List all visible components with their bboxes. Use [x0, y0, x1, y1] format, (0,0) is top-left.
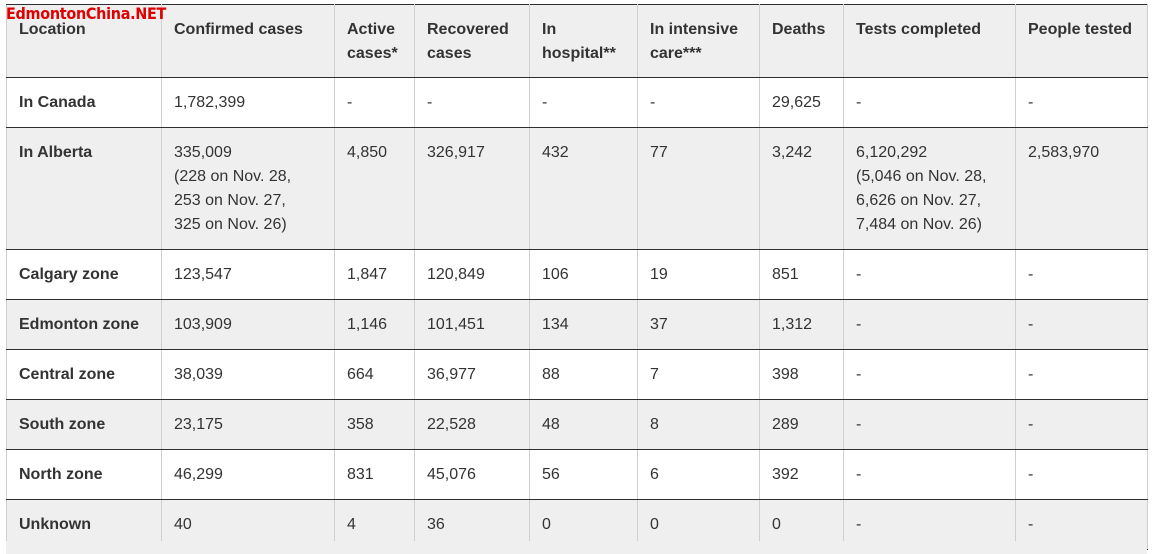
table-cell: - [843, 299, 1016, 350]
table-cell: 7 [637, 349, 760, 400]
table-cell: 103,909 [161, 299, 335, 350]
table-cell: 831 [334, 449, 415, 500]
table-cell: - [843, 399, 1016, 450]
site-watermark: EdmontonChina.NET [6, 4, 167, 23]
table-cell: 56 [529, 449, 638, 500]
table-row-south-zone: South zone 23,175 358 22,528 48 8 289- - [6, 399, 1148, 450]
table-cell: - [1015, 299, 1148, 350]
table-cell: 101,451 [414, 299, 530, 350]
table-cell: 48 [529, 399, 638, 450]
table-cell: 88 [529, 349, 638, 400]
row-label: Central zone [6, 349, 162, 400]
table-cell: 8 [637, 399, 760, 450]
table-cell: 29,625 [759, 77, 844, 128]
table-cell: - [529, 77, 638, 128]
table-cell: 1,782,399 [161, 77, 335, 128]
table-cell: - [1015, 399, 1148, 450]
table-cell: 22,528 [414, 399, 530, 450]
column-header: Deaths [759, 4, 844, 78]
table-cell: 23,175 [161, 399, 335, 450]
table-cell: 358 [334, 399, 415, 450]
table-cell: 123,547 [161, 249, 335, 300]
column-header: Location [6, 4, 162, 78]
table-cell: - [637, 77, 760, 128]
header-row: Location Confirmed cases Active cases* Reco… [6, 4, 1148, 78]
table-cell: - [843, 349, 1016, 400]
table-cell: 1,312 [759, 299, 844, 350]
column-header: In intensive care*** [637, 4, 760, 78]
table-cell: - [843, 449, 1016, 500]
table-cell: 6,120,292 (5,046 on Nov. 28, 6,626 on Nov.… [843, 127, 1016, 250]
row-label: Calgary zone [6, 249, 162, 300]
table-cell: 19 [637, 249, 760, 300]
table-cell: - [334, 77, 415, 128]
table-cell: 335,009 (228 on Nov. 28, 253 on Nov. 27, 32… [161, 127, 335, 250]
table-row-in-canada: In Canada 1,782,399- - - -29,625- - [6, 77, 1148, 128]
table-cell: 77 [637, 127, 760, 250]
column-header: Confirmed cases [161, 4, 335, 78]
table-cell: 45,076 [414, 449, 530, 500]
column-header: Recovered cases [414, 4, 530, 78]
table-row-in-alberta: In Alberta 335,009 (228 on Nov. 28, 253 on … [6, 127, 1148, 250]
table-cell: 6 [637, 449, 760, 500]
table-cell: 46,299 [161, 449, 335, 500]
row-label: South zone [6, 399, 162, 450]
table-cell: 2,583,970 [1015, 127, 1148, 250]
table-footer-band [6, 541, 1147, 554]
row-label: North zone [6, 449, 162, 500]
table-cell: 1,146 [334, 299, 415, 350]
table-cell: 326,917 [414, 127, 530, 250]
table-cell: - [843, 77, 1016, 128]
table-cell: 38,039 [161, 349, 335, 400]
table-cell: - [414, 77, 530, 128]
table-row-calgary-zone: Calgary zone 123,547 1,847 120,849 106 19 851-… [6, 249, 1148, 300]
table-row-central-zone: Central zone 38,039 664 36,977 88 7 398- - [6, 349, 1148, 400]
row-label: In Canada [6, 77, 162, 128]
table-cell: 3,242 [759, 127, 844, 250]
table-cell: 851 [759, 249, 844, 300]
table-cell: 106 [529, 249, 638, 300]
table-cell: 289 [759, 399, 844, 450]
table-cell: 134 [529, 299, 638, 350]
table-cell: - [1015, 449, 1148, 500]
table-cell: - [1015, 77, 1148, 128]
column-header: People tested [1015, 4, 1148, 78]
table-cell: 1,847 [334, 249, 415, 300]
row-label: Edmonton zone [6, 299, 162, 350]
table-cell: - [843, 249, 1016, 300]
table-cell: - [1015, 349, 1148, 400]
column-header: Active cases* [334, 4, 415, 78]
column-header: In hospital** [529, 4, 638, 78]
table-cell: 36,977 [414, 349, 530, 400]
table-cell: - [1015, 249, 1148, 300]
table-cell: 120,849 [414, 249, 530, 300]
table-cell: 4,850 [334, 127, 415, 250]
table-row-edmonton-zone: Edmonton zone 103,909 1,146 101,451 134 37 1,3… [6, 299, 1148, 350]
table-cell: 37 [637, 299, 760, 350]
covid-stats-table: Location Confirmed cases Active cases* Reco… [6, 4, 1148, 550]
row-label: In Alberta [6, 127, 162, 250]
table-cell: 664 [334, 349, 415, 400]
table-cell: 398 [759, 349, 844, 400]
table-row-unknown: Unknown 40 4 36 0 0 0- - [6, 499, 1148, 550]
column-header: Tests completed [843, 4, 1016, 78]
table-cell: 432 [529, 127, 638, 250]
table-row-north-zone: North zone 46,299 831 45,076 56 6 392- - [6, 449, 1148, 500]
table-cell: 392 [759, 449, 844, 500]
